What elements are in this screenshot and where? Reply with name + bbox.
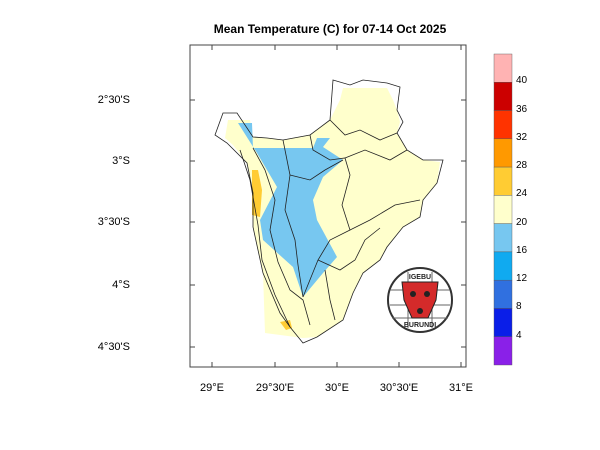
admin-boundaries (214, 79, 444, 344)
province-boundary (252, 147, 311, 326)
logo-text-top: IGEBU (409, 274, 431, 281)
lat-label: 3°30'S (97, 216, 130, 228)
colorbar-box (493, 279, 513, 309)
colorbar-label: 20 (516, 216, 528, 228)
colorbar-label: 36 (516, 103, 528, 115)
logo-text-bottom: BURUNDI (404, 322, 436, 329)
colorbar-box (493, 166, 513, 196)
province-boundary (329, 119, 398, 141)
colorbar-label: 8 (516, 301, 522, 313)
lat-label: 4°30'S (97, 341, 130, 353)
field-24-28 (280, 320, 292, 330)
axis-ticks (190, 45, 466, 367)
colorbar-label: 24 (516, 188, 528, 200)
lat-label: 2°30'S (97, 94, 130, 106)
lon-label: 30°30'E (379, 382, 419, 394)
colorbar-label: 28 (516, 160, 528, 172)
colorbar-label: 40 (516, 75, 528, 87)
map-title: Mean Temperature (C) for 07-14 Oct 2025 (213, 22, 447, 36)
province-boundary (282, 139, 304, 298)
colorbar-box (493, 251, 513, 281)
lon-label: 29°30'E (255, 382, 295, 394)
lon-label: 29°E (200, 382, 224, 394)
province-boundary (239, 149, 291, 328)
colorbar-label: 4 (516, 329, 522, 341)
lat-label: 3°S (112, 155, 130, 167)
colorbar-label: 16 (516, 244, 528, 256)
lat-label: 4°S (112, 279, 130, 291)
colorbar-box (493, 195, 513, 224)
colorbar-label: 12 (516, 273, 528, 285)
lon-label: 30°E (325, 382, 349, 394)
province-boundary (324, 269, 336, 321)
colorbar-box (493, 336, 513, 366)
country-outline (214, 79, 444, 344)
field-16-20 (238, 123, 343, 297)
temperature-field (225, 88, 440, 338)
colorbar-box (493, 308, 513, 337)
igebu-logo: IGEBU BURUNDI (387, 267, 453, 333)
colorbar-label: 32 (516, 131, 528, 143)
province-boundary (317, 227, 381, 271)
colorbar-box (493, 82, 513, 111)
lon-label: 31°E (449, 382, 473, 394)
colorbar-box (493, 138, 513, 168)
colorbar (493, 53, 513, 366)
colorbar-box (493, 110, 513, 140)
province-boundary (302, 134, 351, 298)
province-boundary (289, 159, 344, 181)
province-boundary (349, 199, 421, 231)
province-boundary (344, 149, 408, 161)
colorbar-box (493, 223, 513, 253)
colorbar-box (493, 53, 513, 83)
